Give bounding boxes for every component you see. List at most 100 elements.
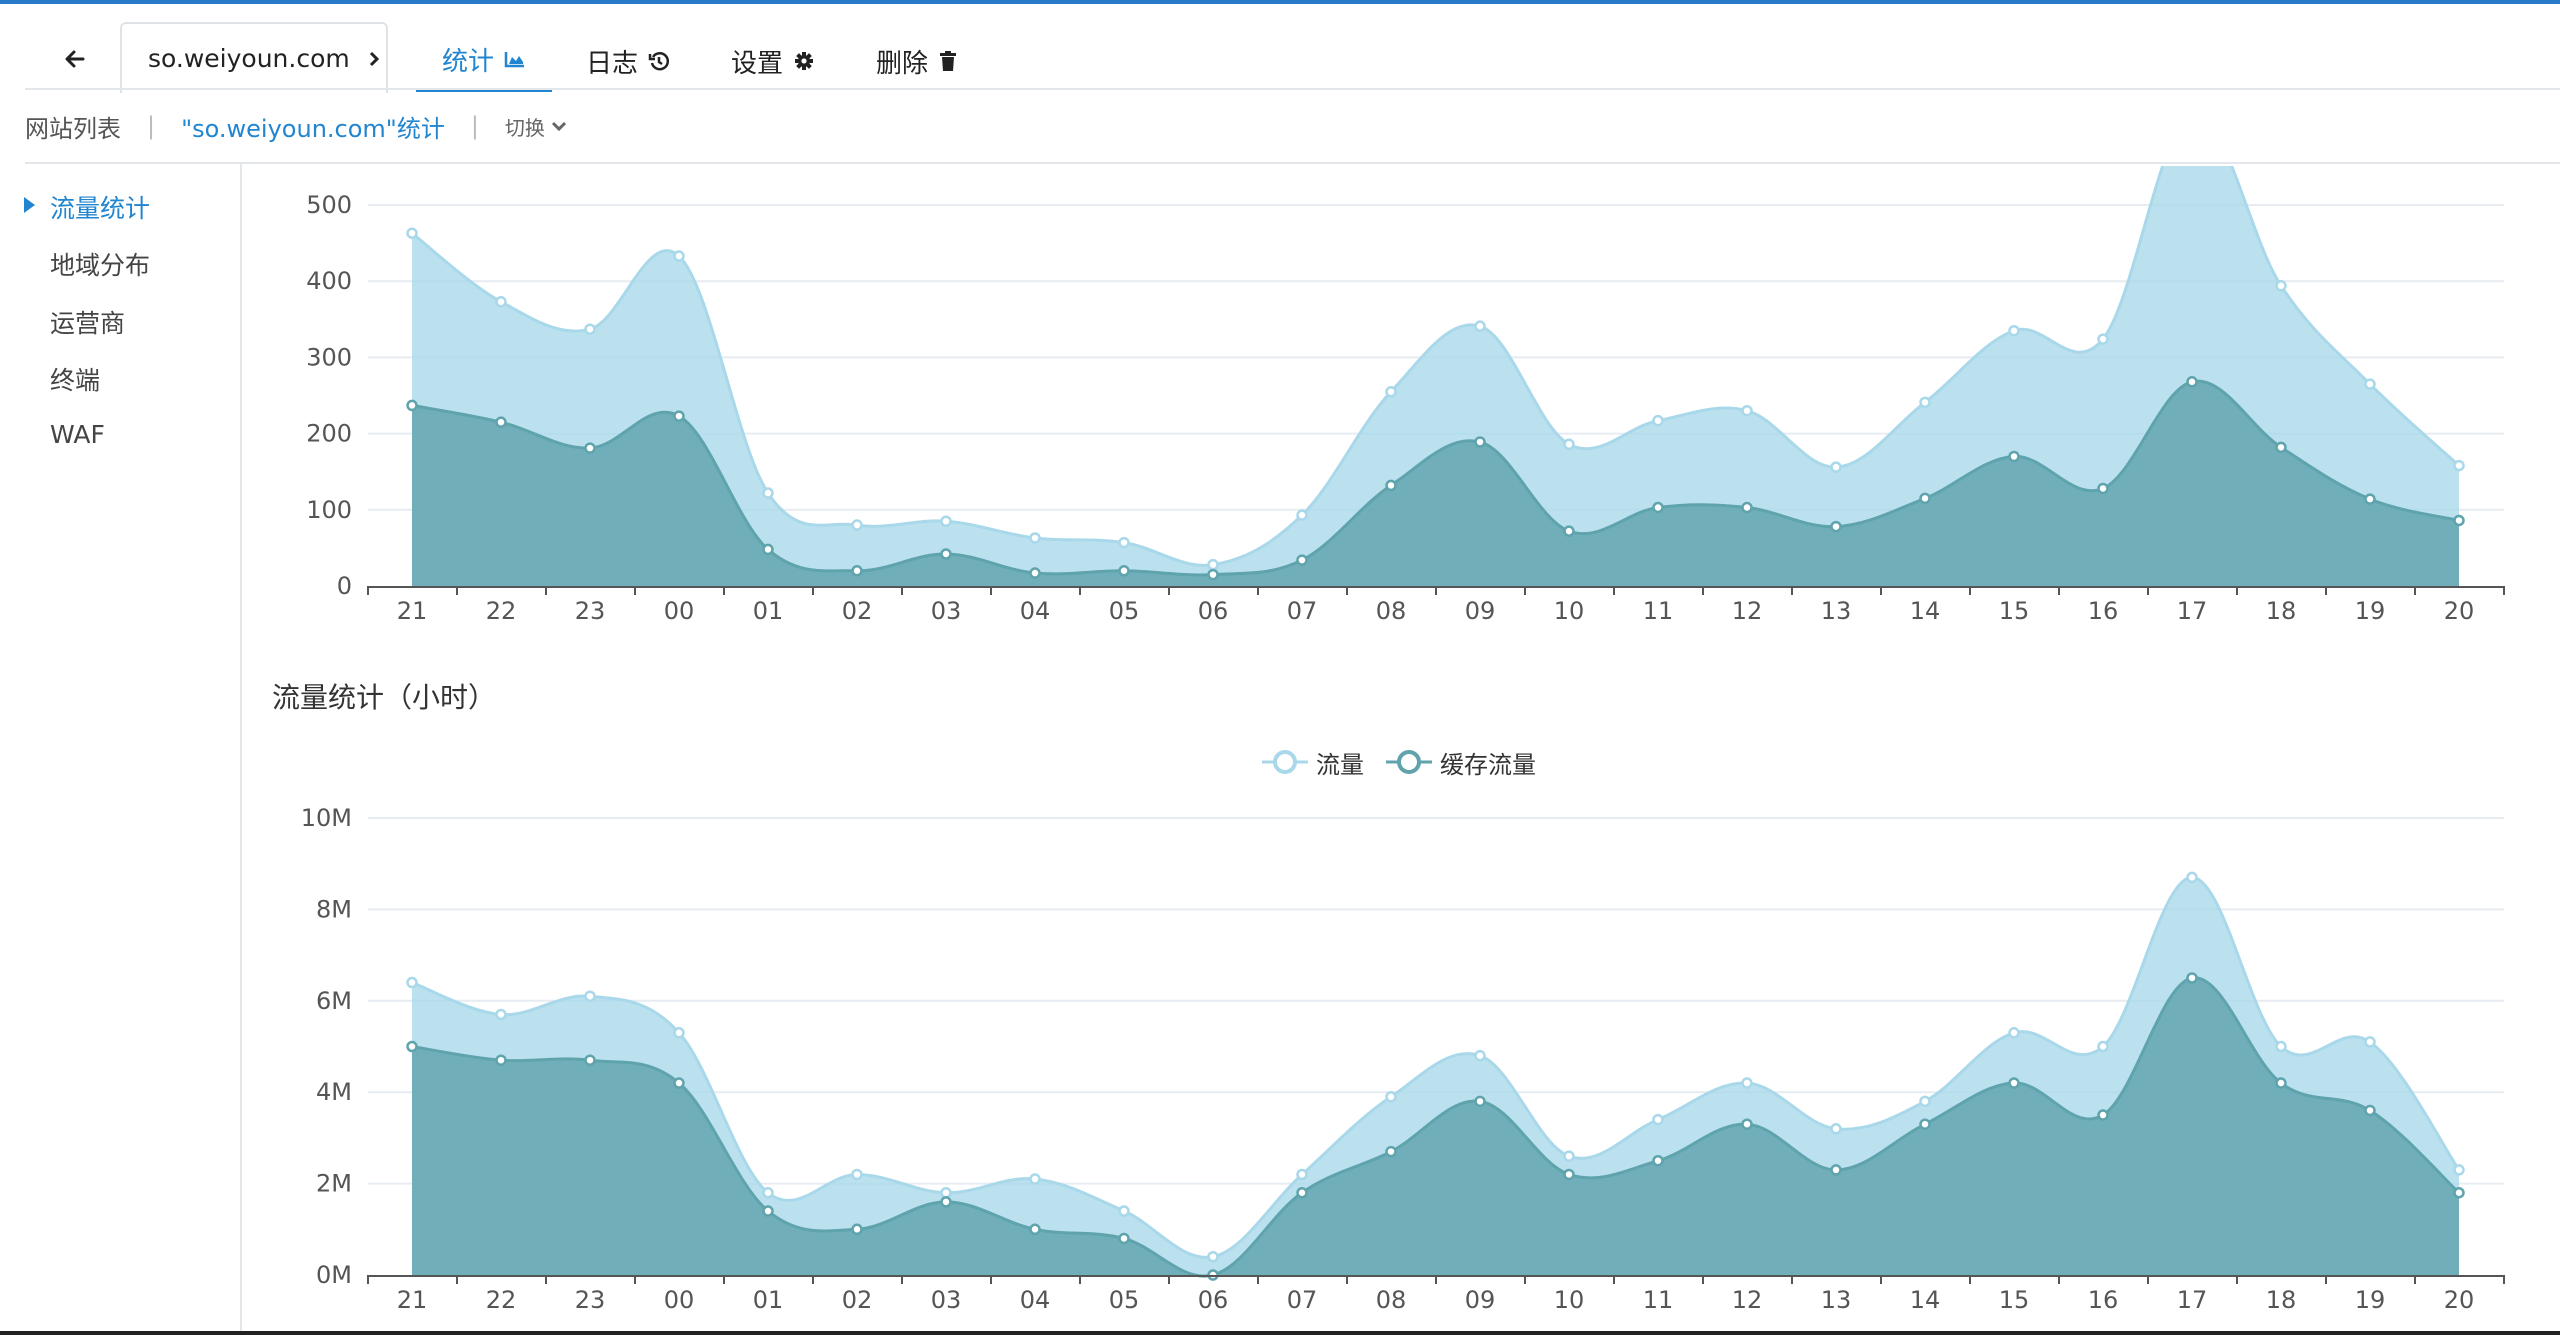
data-point <box>584 323 596 335</box>
data-point <box>2186 871 2198 884</box>
x-tick-label: 15 <box>1999 1286 2030 1314</box>
x-tick-label: 07 <box>1287 597 1318 625</box>
x-tick-label: 12 <box>1732 1286 1763 1314</box>
x-tick-label: 11 <box>1643 597 1674 625</box>
data-point <box>673 410 685 422</box>
data-point <box>762 1205 774 1217</box>
data-point <box>940 515 952 527</box>
x-tick-label: 20 <box>2444 597 2475 625</box>
data-point <box>2275 1040 2287 1053</box>
x-tick-label: 05 <box>1109 597 1140 625</box>
data-point <box>1207 1250 1219 1263</box>
breadcrumb-separator: | <box>470 112 479 140</box>
legend-label: 缓存流量 <box>1440 750 1536 779</box>
data-point <box>673 1027 685 1039</box>
data-point <box>1029 1223 1041 1236</box>
x-tick-label: 01 <box>753 597 784 625</box>
x-tick-label: 14 <box>1910 597 1941 625</box>
data-point <box>2453 1186 2465 1199</box>
data-point <box>584 442 596 454</box>
data-point <box>2008 324 2020 337</box>
site-tab[interactable]: so.weiyoun.com <box>120 22 388 93</box>
sidebar-item-waf[interactable]: WAF <box>50 420 105 449</box>
y-tick-label: 100 <box>306 496 352 524</box>
area-chart-icon <box>504 52 525 68</box>
data-point <box>2453 1164 2465 1176</box>
trash-icon <box>940 51 957 71</box>
data-point <box>673 1077 685 1089</box>
series-area <box>412 977 2459 1277</box>
data-point <box>1919 396 1931 409</box>
data-point <box>1652 1113 1664 1126</box>
x-tick-label: 19 <box>2355 597 2386 625</box>
data-point <box>1741 501 1753 514</box>
data-point <box>495 296 507 308</box>
sidebar-item-isp[interactable]: 运营商 <box>50 309 126 338</box>
tab-settings[interactable]: 设置 <box>731 30 815 92</box>
tab-logs-label: 日志 <box>586 48 639 79</box>
data-point <box>495 1054 507 1066</box>
data-point <box>1029 1173 1041 1185</box>
data-point <box>762 487 774 499</box>
x-tick-label: 09 <box>1465 1286 1496 1314</box>
legend-item-cached[interactable]: 缓存流量 <box>1386 745 1536 780</box>
data-point <box>1919 1118 1931 1130</box>
x-tick-label: 14 <box>1910 1286 1941 1314</box>
data-point <box>406 1040 418 1053</box>
legend-marker-icon <box>1262 750 1308 774</box>
x-tick-label: 23 <box>575 597 606 625</box>
legend-marker-icon <box>1386 750 1432 774</box>
chevron-down-icon <box>551 121 566 132</box>
x-tick-label: 06 <box>1198 1286 1229 1314</box>
tab-delete[interactable]: 删除 <box>876 30 958 92</box>
tab-stats[interactable]: 统计 <box>416 30 553 92</box>
gear-icon <box>795 52 814 70</box>
y-tick-label: 8M <box>316 895 352 923</box>
x-tick-label: 07 <box>1287 1286 1318 1314</box>
y-tick-label: 200 <box>306 420 352 448</box>
breadcrumb-current: "so.weiyoun.com"统计 <box>181 114 445 143</box>
y-tick-label: 6M <box>316 987 352 1015</box>
breadcrumb-separator: | <box>147 112 156 140</box>
data-point <box>1207 568 1219 581</box>
switch-dropdown[interactable]: 切换 <box>505 112 567 141</box>
tab-logs[interactable]: 日志 <box>586 30 670 92</box>
breadcrumb-site-list[interactable]: 网站列表 <box>25 114 121 143</box>
x-tick-label: 22 <box>486 597 517 625</box>
data-point <box>1830 1123 1842 1135</box>
data-point <box>1563 1150 1575 1162</box>
data-point <box>1296 509 1308 521</box>
data-point <box>2364 1104 2376 1117</box>
x-tick-label: 08 <box>1376 1286 1407 1314</box>
data-point <box>1474 436 1486 448</box>
data-point <box>940 1196 952 1208</box>
active-indicator-icon <box>24 197 35 213</box>
data-point <box>1118 1232 1130 1245</box>
data-point <box>2275 1077 2287 1089</box>
tab-stats-label: 统计 <box>442 46 495 77</box>
sidebar-item-terminal[interactable]: 终端 <box>50 366 101 395</box>
data-point <box>1563 1168 1575 1181</box>
legend-item-traffic[interactable]: 流量 <box>1262 745 1364 780</box>
x-tick-label: 00 <box>664 597 695 625</box>
data-point <box>1385 385 1397 398</box>
chevron-right-icon <box>369 51 379 66</box>
x-tick-label: 04 <box>1020 1286 1051 1314</box>
sidebar-item-region[interactable]: 地域分布 <box>50 251 151 280</box>
data-point <box>1474 320 1486 332</box>
data-point <box>2364 378 2376 390</box>
data-point <box>495 416 507 428</box>
back-button[interactable] <box>52 39 98 79</box>
tab-delete-label: 删除 <box>876 48 929 79</box>
sidebar-item-traffic[interactable]: 流量统计 <box>50 194 151 223</box>
requests-area-chart: 0 100 200 300 400 500 21 22 23 00 01 02 03 04 05 06 07 08… <box>306 166 2505 625</box>
x-tick-label: 12 <box>1732 597 1763 625</box>
x-tick-label: 15 <box>1999 597 2030 625</box>
x-tick-label: 03 <box>931 1286 962 1314</box>
data-point <box>1652 1155 1664 1167</box>
data-point <box>673 250 685 262</box>
tab-bar-divider <box>25 88 2560 90</box>
data-point <box>2186 376 2198 388</box>
arrow-left-icon <box>65 50 85 68</box>
x-tick-label: 17 <box>2177 1286 2208 1314</box>
